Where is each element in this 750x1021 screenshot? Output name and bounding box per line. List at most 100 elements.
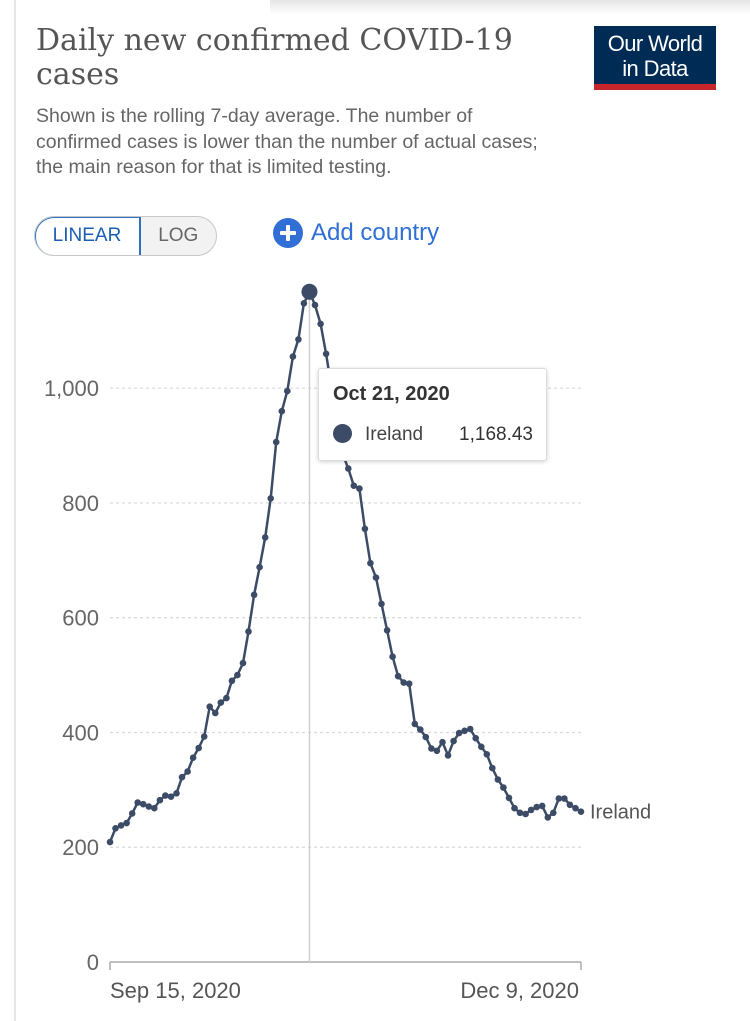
data-point[interactable]: [200, 733, 208, 740]
data-point[interactable]: [261, 534, 269, 541]
highlighted-point: [301, 283, 318, 300]
data-point[interactable]: [278, 407, 286, 415]
data-point[interactable]: [516, 809, 524, 817]
data-point[interactable]: [533, 803, 540, 811]
data-point[interactable]: [561, 795, 568, 802]
data-point[interactable]: [139, 800, 147, 808]
data-point[interactable]: [189, 754, 197, 761]
data-point[interactable]: [478, 743, 485, 751]
data-point[interactable]: [123, 819, 130, 827]
tooltip-date: Oct 21, 2020: [333, 383, 450, 405]
data-point[interactable]: [212, 709, 219, 717]
data-point[interactable]: [156, 796, 164, 804]
data-point[interactable]: [167, 793, 175, 800]
data-point[interactable]: [234, 671, 241, 679]
data-point[interactable]: [444, 752, 452, 759]
data-point[interactable]: [527, 806, 535, 814]
data-point[interactable]: [228, 677, 236, 685]
y-tick-label-1000: 1,000: [44, 376, 99, 401]
data-point[interactable]: [505, 794, 513, 802]
data-point[interactable]: [345, 465, 352, 472]
data-point[interactable]: [511, 804, 518, 812]
data-point[interactable]: [472, 734, 480, 742]
data-point[interactable]: [550, 809, 557, 817]
data-point[interactable]: [162, 792, 169, 799]
top-shadow: [270, 0, 750, 14]
add-country-label: Add country: [311, 219, 440, 246]
y-tick-label-200: 200: [62, 835, 99, 860]
data-point[interactable]: [151, 804, 158, 812]
data-point[interactable]: [466, 725, 474, 733]
data-point[interactable]: [106, 838, 114, 846]
y-axis-ticks: 0 200 400 600 800 1,000: [44, 376, 99, 975]
data-point[interactable]: [522, 810, 529, 818]
data-point[interactable]: [117, 822, 125, 829]
data-point[interactable]: [350, 482, 358, 489]
data-point[interactable]: [405, 680, 413, 687]
data-point[interactable]: [422, 733, 430, 741]
log-scale-button[interactable]: LOG: [158, 225, 199, 246]
data-point[interactable]: [173, 790, 180, 797]
data-point[interactable]: [145, 803, 153, 810]
data-point[interactable]: [134, 799, 141, 806]
data-point[interactable]: [566, 801, 574, 809]
data-point[interactable]: [272, 438, 280, 446]
data-point[interactable]: [356, 485, 363, 492]
data-point[interactable]: [206, 703, 213, 710]
data-point[interactable]: [489, 764, 496, 772]
data-point[interactable]: [555, 795, 563, 802]
data-point[interactable]: [439, 738, 446, 746]
data-point[interactable]: [250, 591, 258, 599]
data-point[interactable]: [538, 802, 546, 810]
data-point[interactable]: [322, 350, 330, 358]
data-point[interactable]: [572, 804, 579, 812]
data-point[interactable]: [417, 726, 424, 733]
data-point[interactable]: [256, 563, 263, 571]
data-point[interactable]: [311, 301, 319, 309]
data-point[interactable]: [295, 336, 302, 343]
data-point[interactable]: [461, 727, 468, 735]
plus-circle-icon: [273, 218, 303, 248]
data-point[interactable]: [378, 600, 385, 608]
data-point[interactable]: [239, 659, 247, 667]
data-point[interactable]: [223, 694, 230, 702]
tooltip-series-dot: [333, 424, 352, 443]
data-point[interactable]: [433, 747, 441, 755]
data-point[interactable]: [184, 768, 191, 775]
data-point[interactable]: [372, 574, 380, 581]
data-point[interactable]: [577, 808, 585, 815]
tooltip-value: 1,168.43: [459, 424, 533, 445]
data-point[interactable]: [383, 627, 391, 634]
data-point[interactable]: [195, 744, 202, 752]
data-point[interactable]: [367, 559, 374, 567]
data-point[interactable]: [450, 737, 457, 745]
data-point[interactable]: [494, 776, 502, 783]
data-point[interactable]: [455, 729, 463, 737]
data-point[interactable]: [411, 720, 419, 728]
x-tick-label-end: Dec 9, 2020: [460, 978, 579, 1003]
data-point[interactable]: [389, 653, 396, 660]
data-point[interactable]: [317, 320, 324, 328]
data-point[interactable]: [267, 495, 275, 502]
data-point[interactable]: [178, 773, 186, 781]
data-point[interactable]: [428, 745, 435, 752]
data-point[interactable]: [300, 300, 308, 307]
logo-line-2: in Data: [622, 56, 688, 81]
data-point[interactable]: [483, 751, 491, 758]
data-point[interactable]: [284, 387, 291, 395]
data-point[interactable]: [544, 814, 552, 821]
data-point[interactable]: [217, 699, 225, 706]
scale-toggle: LINEAR LOG: [34, 216, 217, 256]
left-border: [14, 0, 16, 1021]
data-point[interactable]: [289, 353, 297, 360]
data-point[interactable]: [500, 784, 507, 791]
add-country-button[interactable]: Add country: [273, 216, 439, 250]
data-point[interactable]: [394, 672, 402, 680]
data-point[interactable]: [112, 825, 119, 832]
linear-scale-button[interactable]: LINEAR: [35, 217, 141, 255]
owid-logo[interactable]: Our World in Data: [594, 26, 716, 90]
data-point[interactable]: [400, 679, 408, 686]
data-point[interactable]: [245, 628, 252, 635]
data-point[interactable]: [361, 525, 369, 533]
data-point[interactable]: [128, 810, 136, 817]
